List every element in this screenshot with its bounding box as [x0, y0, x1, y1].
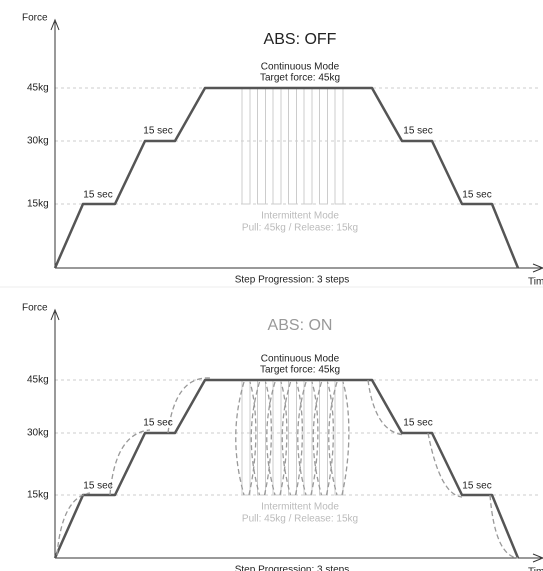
level-label: 30kg	[27, 136, 49, 147]
level-label: 15kg	[27, 199, 49, 210]
step-progression: Step Progression: 3 steps	[235, 275, 350, 286]
step-label: 15 sec	[83, 481, 112, 492]
title: ABS: ON	[268, 317, 333, 334]
abs-curve	[310, 381, 319, 496]
step-label: 15 sec	[143, 126, 172, 137]
abs-curve	[250, 381, 261, 496]
pulse	[334, 87, 344, 205]
abs-curve	[328, 381, 338, 496]
abs-curve	[489, 494, 519, 559]
step-label: 15 sec	[462, 190, 491, 201]
pulse	[319, 87, 328, 205]
pulse	[257, 87, 266, 205]
pulse	[241, 87, 251, 205]
pulse	[319, 379, 328, 496]
pull-release: Pull: 45kg / Release: 15kg	[242, 223, 358, 234]
abs-curve	[235, 381, 245, 496]
step-label: 15 sec	[143, 418, 172, 429]
step-label: 15 sec	[83, 190, 112, 201]
x-axis	[55, 553, 543, 563]
abs-curve	[297, 381, 307, 496]
abs-curve	[248, 381, 257, 496]
pulse	[272, 87, 282, 205]
x-axis-label: Time	[528, 277, 543, 288]
abs-curve	[167, 377, 211, 434]
step-progression: Step Progression: 3 steps	[235, 565, 350, 571]
title: ABS: OFF	[264, 31, 337, 48]
intermittent-mode: Intermittent Mode	[261, 502, 339, 513]
pulse	[303, 379, 313, 496]
abs-curve	[263, 381, 273, 496]
abs-curve	[341, 381, 350, 496]
level-label: 30kg	[27, 428, 49, 439]
pulse	[288, 87, 297, 205]
panel: 45kg 30kg 15kg Force Time ABS: OFF Continuous …	[22, 13, 543, 288]
abs-curve	[294, 381, 304, 496]
pulse	[257, 379, 266, 496]
y-axis	[50, 308, 60, 558]
abs-curve	[427, 432, 463, 498]
force-profile	[53, 378, 520, 559]
y-axis	[50, 18, 60, 268]
level-label: 15kg	[27, 490, 49, 501]
pulse	[334, 379, 344, 496]
pulse	[241, 379, 251, 496]
pulse	[288, 379, 297, 496]
step-label: 15 sec	[403, 126, 432, 137]
level-label: 45kg	[27, 83, 49, 94]
y-axis-label: Force	[22, 303, 48, 314]
abs-curve	[279, 381, 288, 496]
pulse	[303, 87, 313, 205]
level-label: 45kg	[27, 375, 49, 386]
abs-curve	[312, 381, 323, 496]
abs-curve	[56, 492, 91, 556]
x-axis-label: Time	[528, 567, 543, 571]
pulse	[272, 379, 282, 496]
abs-curve	[109, 429, 151, 496]
force-profile	[53, 86, 520, 269]
abs-curve	[367, 379, 406, 436]
abs-curve	[281, 381, 292, 496]
step-label: 15 sec	[462, 481, 491, 492]
x-axis	[55, 263, 543, 273]
target-force: Target force: 45kg	[260, 73, 340, 84]
abs-curve	[266, 381, 276, 496]
y-axis-label: Force	[22, 13, 48, 24]
continuous-mode: Continuous Mode	[261, 62, 340, 73]
target-force: Target force: 45kg	[260, 365, 340, 376]
pull-release: Pull: 45kg / Release: 15kg	[242, 514, 358, 525]
continuous-mode: Continuous Mode	[261, 354, 340, 365]
abs-curve	[325, 381, 335, 496]
panel: 45kg 30kg 15kg Force Time ABS: ON Continuous M…	[22, 303, 543, 571]
intermittent-mode: Intermittent Mode	[261, 211, 339, 222]
step-label: 15 sec	[403, 418, 432, 429]
